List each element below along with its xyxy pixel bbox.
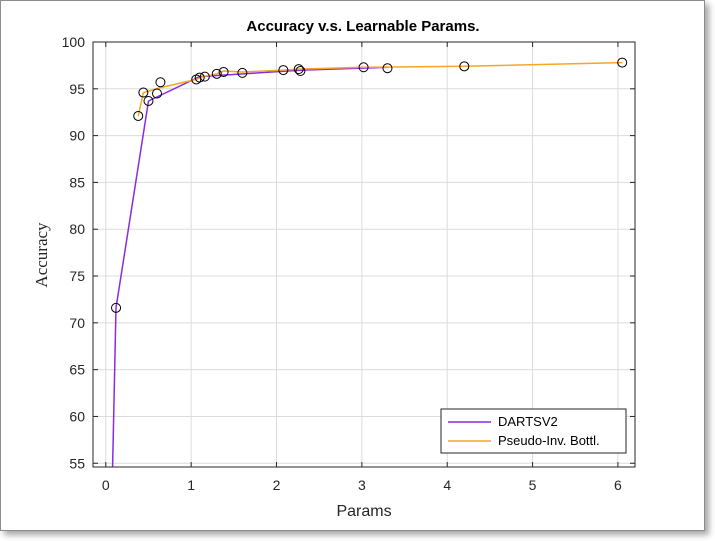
data-point-marker	[382, 63, 393, 74]
data-point-marker	[133, 110, 144, 121]
data-point-marker	[617, 57, 628, 68]
legend-label-dartsv2: DARTSV2	[498, 414, 558, 429]
data-point-marker	[211, 68, 222, 79]
x-tick-label: 2	[273, 477, 281, 493]
y-tick-label: 70	[69, 315, 85, 331]
data-point-marker	[194, 72, 205, 83]
y-tick-label: 55	[69, 455, 85, 471]
data-point-marker	[218, 66, 229, 77]
y-tick-label: 65	[69, 362, 85, 378]
data-point-marker	[111, 302, 122, 313]
chart-title: Accuracy v.s. Learnable Params.	[246, 18, 479, 35]
data-point-marker	[155, 77, 166, 88]
data-point-marker	[237, 67, 248, 78]
y-tick-label: 75	[69, 268, 85, 284]
y-tick-label: 80	[69, 221, 85, 237]
legend-box	[440, 408, 627, 454]
y-tick-label: 90	[69, 128, 85, 144]
data-point-marker	[143, 95, 154, 106]
plot-frame	[92, 41, 636, 468]
data-point-marker	[358, 62, 369, 73]
axis-ticks: 0 1 2 3 4 5 6 55 60 65 70 75 80 85 90 95 100	[62, 34, 635, 493]
x-tick-label: 6	[614, 477, 622, 493]
y-tick-label: 100	[62, 34, 86, 50]
series-line-dartsv2	[111, 66, 388, 468]
data-point-marker	[138, 87, 149, 98]
legend: DARTSV2 Pseudo-Inv. Bottl.	[440, 408, 627, 454]
data-point-marker	[152, 88, 163, 99]
data-point-marker	[278, 65, 289, 76]
data-point-marker	[293, 64, 304, 75]
data-markers	[111, 57, 628, 313]
y-axis-title: Accuracy	[32, 222, 51, 288]
data-point-marker	[199, 71, 210, 82]
series-lines	[111, 61, 623, 468]
x-tick-label: 3	[358, 477, 366, 493]
series-line-pseudo-inv-bottl	[137, 61, 623, 117]
x-tick-label: 0	[102, 477, 110, 493]
data-point-marker	[459, 61, 470, 72]
x-tick-label: 5	[529, 477, 537, 493]
accuracy-chart: Accuracy v.s. Learnable Params. 0 1 2 3 4 5 65…	[32, 18, 636, 520]
y-tick-label: 60	[69, 408, 85, 424]
legend-label-pseudo-inv: Pseudo-Inv. Bottl.	[498, 433, 600, 448]
data-point-marker	[295, 66, 306, 77]
plot-area	[93, 42, 635, 467]
x-tick-label: 1	[187, 477, 195, 493]
x-axis-title: Params	[336, 503, 391, 520]
y-tick-label: 95	[69, 81, 85, 97]
x-tick-label: 4	[443, 477, 451, 493]
y-tick-label: 85	[69, 174, 85, 190]
